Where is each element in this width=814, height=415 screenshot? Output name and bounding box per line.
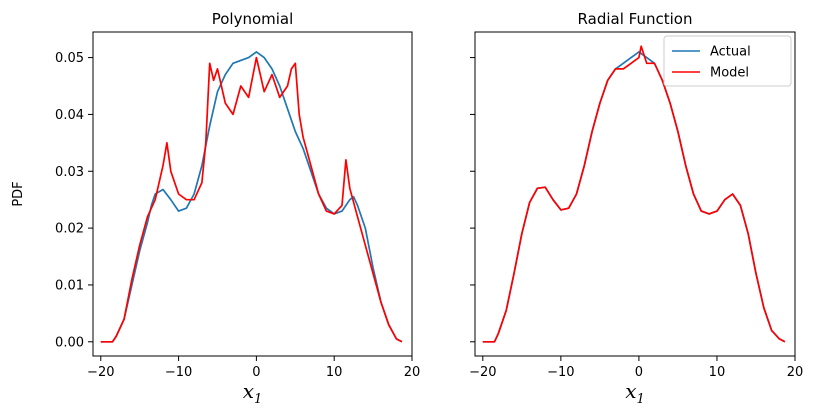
radial-function-plot-area — [482, 45, 786, 343]
series-line-model — [482, 45, 786, 343]
x-tick-label: 10 — [709, 365, 726, 380]
radial-function-y-ticks — [470, 57, 475, 343]
series-line-actual — [482, 51, 786, 343]
polynomial-x-axis-label-main: x — [243, 379, 254, 403]
x-tick-label: −20 — [469, 365, 496, 380]
series-line-model — [100, 56, 403, 343]
y-tick-label: 0.00 — [55, 335, 84, 350]
legend-box — [663, 35, 792, 87]
radial-function-panel: Radial Function −20 −10 0 10 20 x1 Actual Mo… — [469, 10, 803, 407]
polynomial-title: Polynomial — [212, 10, 294, 28]
x-tick-label: 0 — [252, 365, 260, 380]
y-tick-label: 0.04 — [55, 108, 84, 123]
radial-function-title: Radial Function — [578, 10, 693, 28]
legend: Actual Model — [663, 35, 792, 87]
radial-function-x-axis-label: x1 — [625, 379, 645, 407]
x-tick-label: −10 — [547, 365, 574, 380]
polynomial-y-ticks: 0.00 0.01 0.02 0.03 0.04 0.05 — [55, 51, 93, 350]
radial-function-x-axis-label-subscript: 1 — [637, 392, 645, 407]
y-tick-label: 0.02 — [55, 222, 84, 237]
polynomial-y-axis-label: PDF — [11, 181, 26, 206]
y-tick-label: 0.03 — [55, 165, 84, 180]
series-line-actual — [100, 51, 403, 343]
legend-label-actual: Actual — [710, 45, 751, 60]
radial-function-axes-frame — [474, 31, 796, 357]
polynomial-panel: Polynomial −20 −10 0 10 20 0.000.010.020.030… — [11, 10, 420, 407]
radial-function-x-ticks: −20 −10 0 10 20 — [469, 356, 803, 380]
polynomial-plot-area — [100, 51, 403, 343]
polynomial-x-axis-label: x1 — [243, 379, 263, 407]
radial-function-x-axis-label-main: x — [625, 379, 636, 403]
x-tick-label: −10 — [165, 365, 192, 380]
y-tick-label: 0.05 — [55, 51, 84, 66]
polynomial-x-ticks: −20 −10 0 10 20 — [87, 356, 420, 380]
polynomial-axes-frame — [92, 31, 413, 357]
y-tick-label: 0.01 — [55, 278, 84, 293]
polynomial-x-axis-label-subscript: 1 — [254, 392, 262, 407]
x-tick-label: −20 — [87, 365, 114, 380]
legend-label-model: Model — [710, 66, 749, 81]
x-tick-label: 0 — [635, 365, 643, 380]
x-tick-label: 20 — [787, 365, 804, 380]
x-tick-label: 10 — [326, 365, 343, 380]
x-tick-label: 20 — [404, 365, 421, 380]
